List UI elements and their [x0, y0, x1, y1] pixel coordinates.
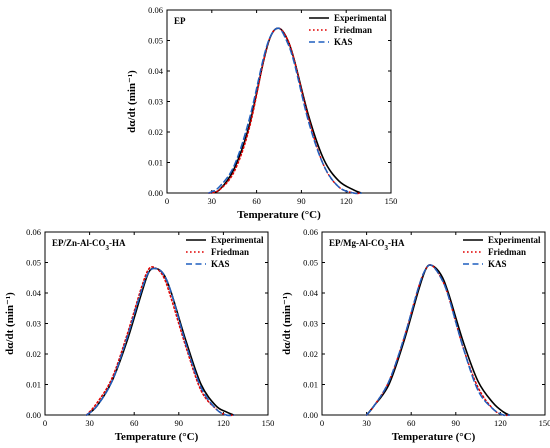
y-axis-label: dα/dt (min⁻¹) [126, 70, 138, 133]
series-line-experimental [208, 27, 362, 194]
y-tick-label: 0.02 [26, 349, 41, 359]
x-axis-label: Temperature (°C) [392, 431, 476, 443]
x-tick-label: 60 [407, 418, 416, 428]
x-tick-label: 30 [208, 196, 217, 206]
series-line-experimental [85, 267, 235, 416]
y-tick-label: 0.02 [148, 127, 163, 137]
panel-label: EP/Zn-Al-CO3-HA [52, 238, 126, 252]
x-tick-label: 120 [340, 196, 353, 206]
y-tick-label: 0.03 [26, 319, 41, 329]
y-tick-label: 0.00 [26, 410, 41, 420]
series-line-experimental [365, 264, 511, 416]
y-tick-label: 0.00 [148, 188, 163, 198]
series-line-kas [85, 267, 235, 417]
y-tick-label: 0.01 [303, 380, 318, 390]
x-tick-label: 90 [452, 418, 461, 428]
x-tick-label: 60 [252, 196, 261, 206]
y-tick-label: 0.06 [303, 227, 318, 237]
y-tick-label: 0.04 [303, 288, 319, 298]
y-axis-label: dα/dt (min⁻¹) [4, 292, 16, 355]
series-line-friedman [85, 266, 235, 417]
plot-frame [44, 231, 269, 416]
x-tick-label: 0 [320, 418, 324, 428]
y-tick-label: 0.04 [148, 66, 164, 76]
legend-label-kas: KAS [334, 37, 353, 47]
y-tick-label: 0.05 [303, 258, 318, 268]
chart-panel-3: 0 30 60 90 120 150 0.00 0.01 0.02 0.03 0.04 0.05 0.0… [281, 227, 550, 443]
series-line-kas [208, 27, 362, 195]
legend-label-experimental: Experimental [488, 235, 541, 245]
x-axis-label: Temperature (°C) [237, 209, 321, 221]
x-tick-label: 150 [539, 418, 550, 428]
legend-label-kas: KAS [488, 259, 507, 269]
legend-label-experimental: Experimental [211, 235, 264, 245]
chart-panel-1: 0 30 60 90 120 150 0.00 0.01 0.02 0.03 0.04 0.05 0.0… [126, 5, 397, 221]
x-tick-label: 120 [494, 418, 507, 428]
x-tick-label: 30 [85, 418, 94, 428]
y-tick-label: 0.06 [26, 227, 41, 237]
y-tick-label: 0.02 [303, 349, 318, 359]
legend: Experimental Friedman KAS [186, 235, 264, 269]
y-tick-label: 0.01 [148, 158, 163, 168]
y-tick-label: 0.06 [148, 5, 163, 15]
x-tick-label: 30 [362, 418, 371, 428]
panel-label: EP/Mg-Al-CO3-HA [329, 238, 405, 252]
panel-label: EP [174, 16, 186, 26]
chart-panel-2: 0 30 60 90 120 150 0.00 0.01 0.02 0.03 0.04 0.05 0.0… [4, 227, 274, 443]
y-tick-label: 0.05 [26, 258, 41, 268]
y-tick-label: 0.01 [26, 380, 41, 390]
legend-label-experimental: Experimental [334, 13, 387, 23]
legend-label-friedman: Friedman [488, 247, 526, 257]
y-axis-label: dα/dt (min⁻¹) [281, 292, 293, 355]
legend: Experimental Friedman KAS [309, 13, 387, 47]
legend: Experimental Friedman KAS [463, 235, 541, 269]
legend-label-kas: KAS [211, 259, 230, 269]
legend-label-friedman: Friedman [334, 25, 372, 35]
plot-frame [166, 9, 392, 194]
y-tick-label: 0.03 [148, 97, 163, 107]
legend-label-friedman: Friedman [211, 247, 249, 257]
x-tick-label: 60 [130, 418, 139, 428]
series-line-friedman [365, 264, 511, 417]
x-tick-label: 0 [165, 196, 169, 206]
y-tick-label: 0.04 [26, 288, 42, 298]
x-tick-label: 150 [385, 196, 398, 206]
x-axis-label: Temperature (°C) [115, 431, 199, 443]
x-tick-label: 90 [175, 418, 184, 428]
x-tick-label: 0 [43, 418, 47, 428]
plot-frame [321, 231, 546, 416]
y-tick-label: 0.05 [148, 36, 163, 46]
x-tick-label: 120 [217, 418, 230, 428]
y-tick-label: 0.00 [303, 410, 318, 420]
x-tick-label: 90 [297, 196, 306, 206]
series-line-friedman [208, 27, 362, 195]
y-tick-label: 0.03 [303, 319, 318, 329]
x-tick-label: 150 [262, 418, 275, 428]
series-line-kas [365, 264, 511, 417]
